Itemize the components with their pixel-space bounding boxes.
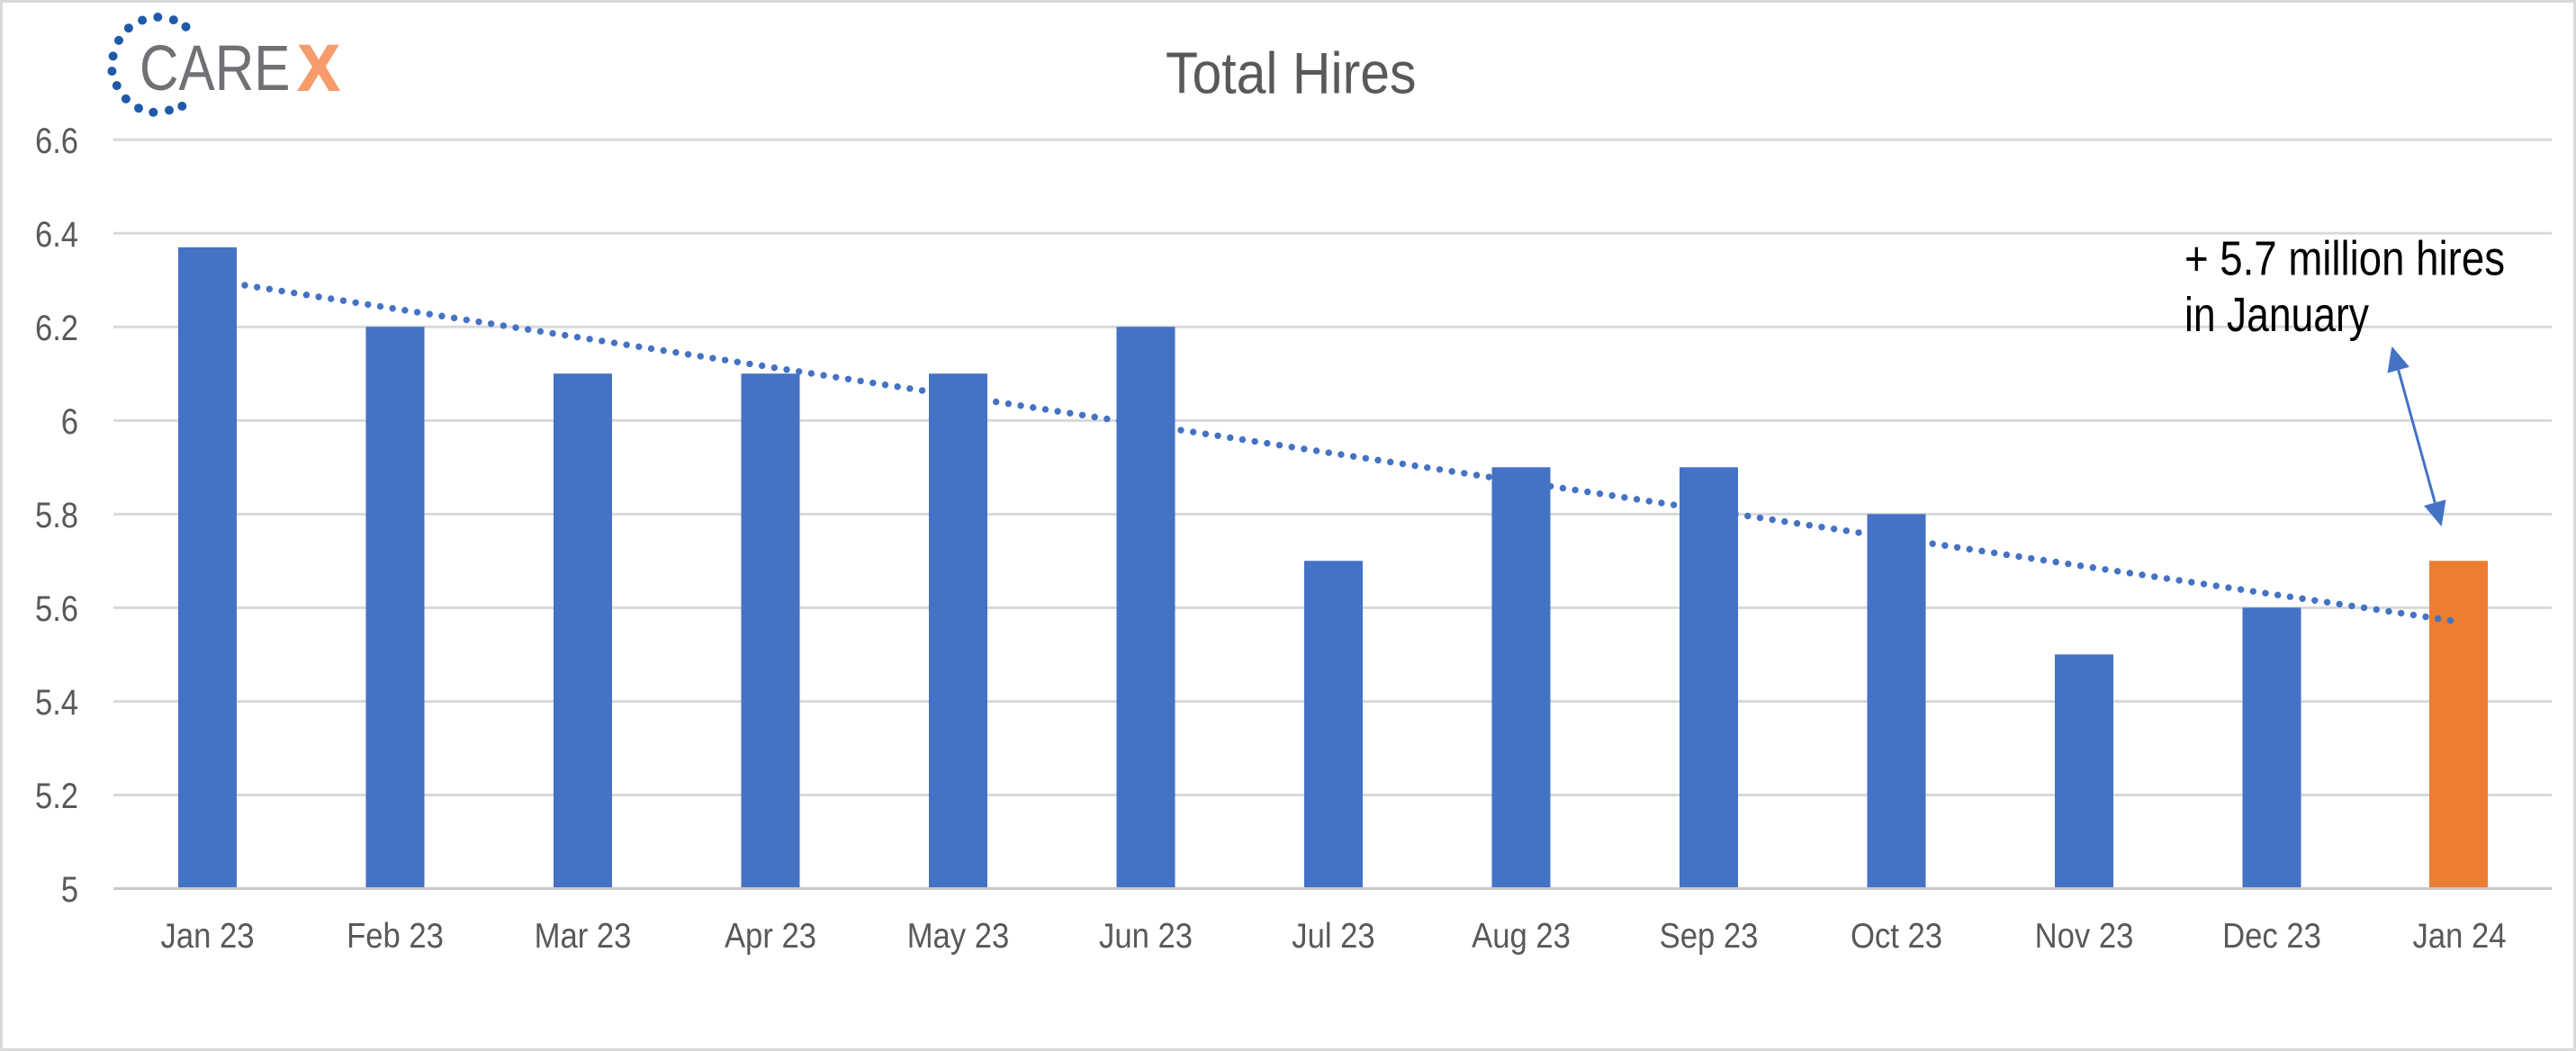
svg-text:Aug 23: Aug 23 bbox=[1472, 917, 1571, 956]
svg-text:Jul 23: Jul 23 bbox=[1292, 917, 1374, 956]
svg-text:Jan 24: Jan 24 bbox=[2413, 917, 2507, 956]
svg-text:Mar 23: Mar 23 bbox=[535, 917, 632, 956]
svg-text:X: X bbox=[298, 32, 339, 104]
svg-text:Sep 23: Sep 23 bbox=[1660, 917, 1759, 956]
svg-text:Nov 23: Nov 23 bbox=[2035, 917, 2134, 956]
svg-text:Total Hires: Total Hires bbox=[1166, 40, 1417, 106]
svg-text:5.8: 5.8 bbox=[35, 496, 78, 535]
svg-text:5: 5 bbox=[61, 870, 78, 910]
svg-text:May 23: May 23 bbox=[907, 917, 1010, 956]
svg-text:6.6: 6.6 bbox=[35, 121, 78, 161]
svg-text:6.2: 6.2 bbox=[35, 309, 78, 348]
svg-text:Jan 23: Jan 23 bbox=[161, 917, 255, 956]
svg-text:5.6: 5.6 bbox=[35, 589, 78, 629]
svg-text:CARE: CARE bbox=[140, 32, 290, 104]
svg-text:Jun 23: Jun 23 bbox=[1099, 917, 1193, 956]
svg-text:Oct 23: Oct 23 bbox=[1851, 917, 1942, 956]
svg-text:+ 5.7 million hires: + 5.7 million hires bbox=[2184, 232, 2505, 286]
svg-text:5.4: 5.4 bbox=[35, 683, 78, 723]
svg-text:6: 6 bbox=[61, 402, 78, 442]
svg-text:6.4: 6.4 bbox=[35, 215, 78, 255]
svg-text:Feb 23: Feb 23 bbox=[347, 917, 444, 956]
svg-text:Dec 23: Dec 23 bbox=[2222, 917, 2321, 956]
svg-text:in January: in January bbox=[2184, 288, 2369, 342]
svg-text:Apr 23: Apr 23 bbox=[725, 917, 816, 956]
svg-text:5.2: 5.2 bbox=[35, 777, 78, 816]
